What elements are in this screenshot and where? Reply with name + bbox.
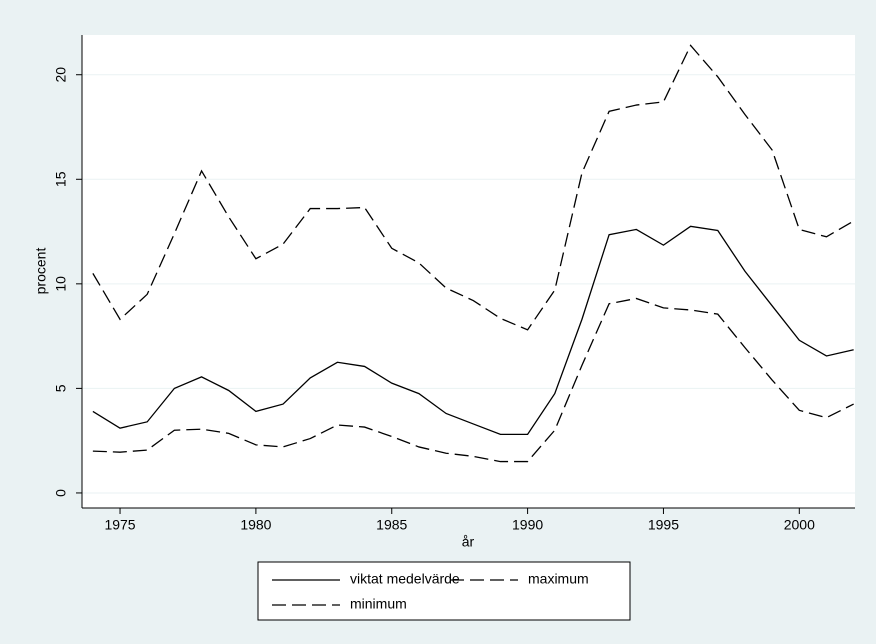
y-axis-label: procent bbox=[33, 248, 49, 295]
series-line bbox=[92, 297, 854, 463]
x-axis-label: år bbox=[462, 534, 475, 550]
plot-area bbox=[82, 35, 855, 508]
y-tick-label: 5 bbox=[53, 384, 69, 392]
x-tick-label: 1995 bbox=[648, 517, 679, 533]
y-tick-label: 10 bbox=[53, 276, 69, 292]
x-tick-label: 1975 bbox=[104, 517, 135, 533]
x-tick-label: 1985 bbox=[376, 517, 407, 533]
x-tick-label: 1980 bbox=[240, 517, 271, 533]
series-line bbox=[92, 44, 854, 331]
legend-label: maximum bbox=[528, 571, 589, 587]
y-tick-label: 15 bbox=[53, 171, 69, 187]
legend bbox=[257, 561, 631, 621]
legend-label: viktat medelvärde bbox=[350, 571, 460, 587]
x-tick-label: 2000 bbox=[784, 517, 815, 533]
y-tick-label: 0 bbox=[53, 489, 69, 497]
legend-label: minimum bbox=[350, 596, 407, 612]
y-tick-label: 20 bbox=[53, 67, 69, 83]
x-tick-label: 1990 bbox=[512, 517, 543, 533]
series-line bbox=[92, 225, 854, 436]
